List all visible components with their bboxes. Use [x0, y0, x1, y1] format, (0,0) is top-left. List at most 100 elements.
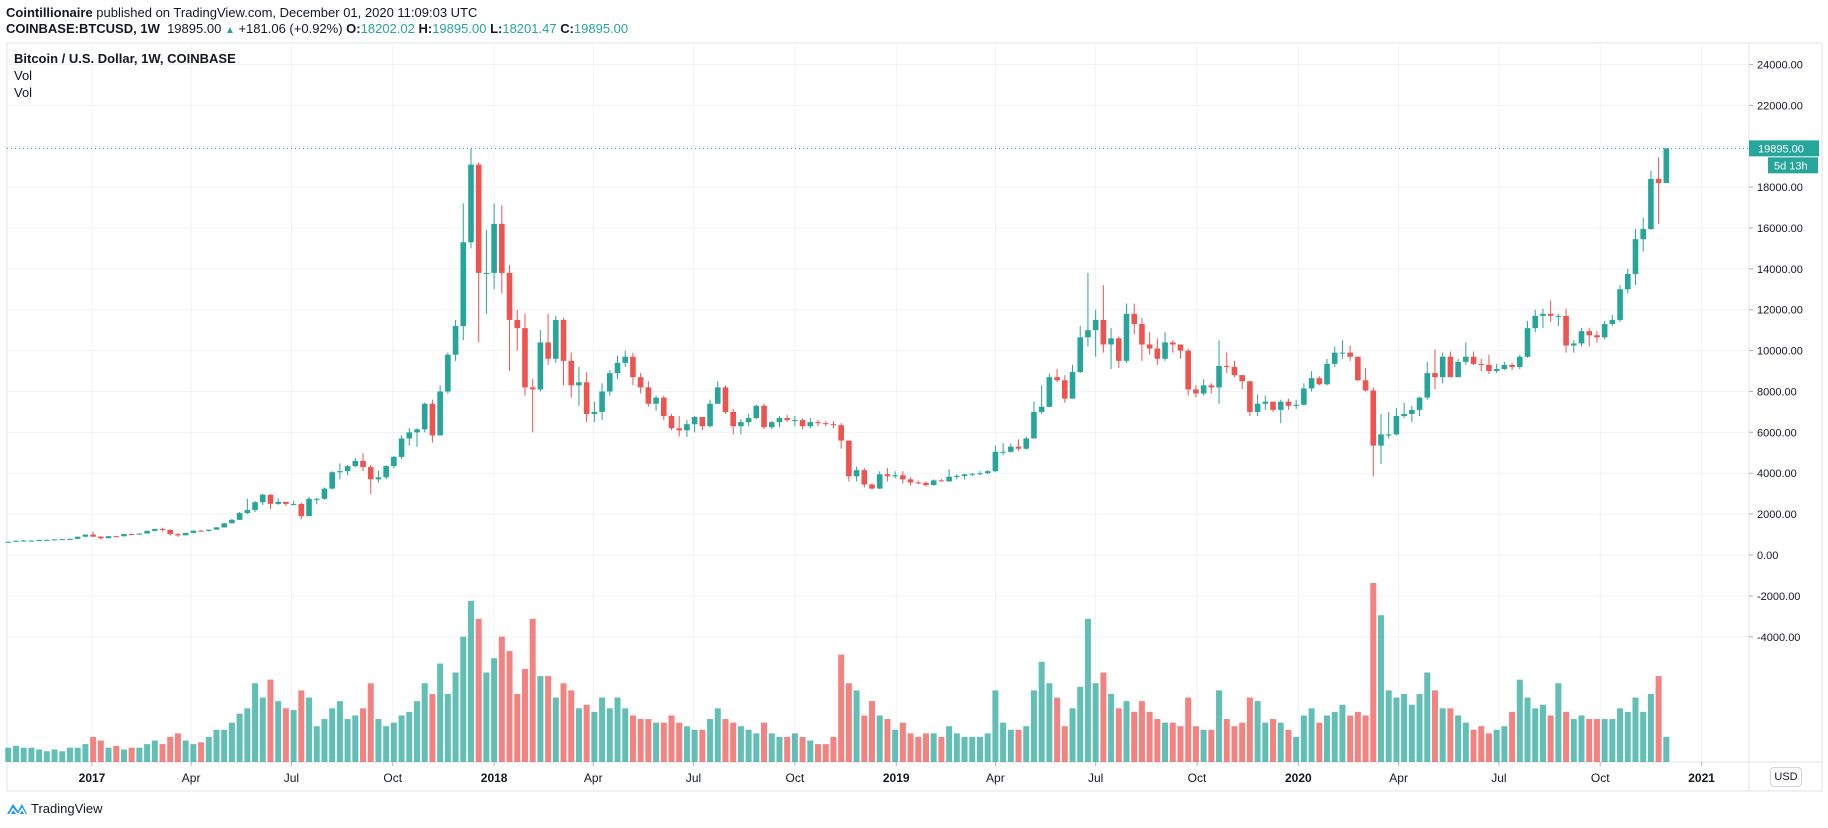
volume-bar [105, 747, 112, 762]
volume-bar [1478, 726, 1485, 762]
candle-body [1532, 315, 1539, 329]
candle-body [591, 411, 598, 414]
candle-body [113, 536, 120, 538]
open-label: O: [346, 21, 361, 36]
candle-body [1231, 366, 1238, 376]
volume-bar [1162, 722, 1169, 762]
volume-bar [1539, 704, 1546, 762]
candle-body [151, 529, 158, 531]
volume-bar [622, 708, 629, 762]
candle-body [892, 475, 898, 477]
volume-bar [575, 708, 582, 762]
tradingview-logo-icon [7, 804, 27, 816]
price-tick-label: 16000.00 [1757, 223, 1803, 235]
candle-body [313, 498, 320, 500]
candle-body [406, 432, 413, 439]
price-tick-label: 8000.00 [1757, 386, 1797, 398]
tradingview-logo[interactable]: TradingView [6, 800, 103, 816]
volume-bar [406, 711, 413, 762]
brand-name: TradingView [31, 800, 103, 816]
candle-body [553, 319, 559, 359]
volume-bar [1663, 736, 1670, 762]
price-tick-label: 0.00 [1757, 550, 1778, 562]
candle-body [229, 519, 235, 524]
volume-bar [583, 704, 590, 762]
candle-body [1370, 390, 1377, 446]
candle-body [437, 391, 443, 436]
candle-body [1270, 401, 1276, 410]
candle-body [352, 460, 359, 467]
candle-body [1547, 313, 1554, 316]
candle-body [1146, 344, 1153, 349]
candle-body [992, 451, 999, 472]
candle-body [1401, 413, 1407, 417]
volume-bar [1563, 711, 1570, 762]
candle-body [1563, 315, 1569, 346]
volume-bar [599, 697, 606, 762]
volume-bar [915, 736, 922, 762]
volume-bar [1586, 719, 1593, 762]
volume-bar [722, 719, 729, 762]
candle-body [1347, 352, 1353, 357]
time-tick-label: Apr [1389, 771, 1408, 785]
currency-badge[interactable]: USD [1770, 767, 1802, 787]
candle-body [1185, 350, 1191, 390]
volume-bar [467, 600, 474, 762]
volume-bar [20, 747, 27, 762]
volume-bar [1038, 661, 1045, 762]
candle-body [1447, 356, 1454, 378]
volume-bar [1023, 726, 1030, 762]
volume-bar [653, 722, 660, 762]
candle-body [1262, 401, 1269, 404]
publish-info: Cointillionaire published on TradingView… [6, 5, 477, 20]
volume-bar [1223, 719, 1230, 762]
symbol-info: COINBASE:BTCUSD, 1W 19895.00 ▲ +181.06 (… [6, 21, 628, 36]
candle-body [1008, 446, 1014, 452]
candle-body [822, 423, 829, 425]
volume-bar [1324, 715, 1331, 762]
candle-body [1123, 313, 1130, 361]
volume-bar [1308, 708, 1315, 762]
candle-body [159, 529, 166, 531]
author-name[interactable]: Cointillionaire [6, 5, 93, 20]
candle-body [205, 529, 212, 531]
candle-body [884, 474, 891, 477]
candle-body [699, 417, 706, 427]
candle-body [44, 539, 50, 541]
volume-bar [1385, 690, 1392, 762]
volume-bar [475, 618, 482, 762]
volume-bar [714, 708, 721, 762]
candle-body [1000, 451, 1006, 453]
candle-body [221, 523, 228, 528]
volume-bar [151, 740, 158, 762]
volume-bar [1115, 708, 1122, 762]
candle-body [514, 319, 521, 329]
candle-body [861, 470, 868, 485]
volume-bar [344, 719, 351, 762]
candle-body [398, 438, 405, 457]
candle-body [1069, 372, 1076, 399]
candle-body [298, 503, 305, 517]
volume-bar [1547, 715, 1554, 762]
candle-body [175, 534, 181, 536]
candle-body [1509, 364, 1515, 367]
volume-bar [244, 708, 251, 762]
volume-bar [205, 736, 212, 762]
candle-body [1617, 289, 1623, 320]
volume-bar [74, 747, 81, 762]
volume-bar [1339, 704, 1346, 762]
volume-bar [1570, 719, 1577, 762]
candle-body [930, 480, 937, 486]
candle-body [1038, 406, 1045, 412]
candle-body [275, 501, 281, 504]
candle-body [306, 498, 312, 517]
candle-body [383, 466, 389, 478]
candle-body [98, 536, 104, 539]
candle-body [1193, 389, 1199, 394]
candle-body [1092, 319, 1099, 331]
volume-bar [483, 672, 490, 762]
volume-bar [838, 654, 845, 762]
publish-text: published on TradingView.com, December 0… [96, 5, 478, 20]
candle-body [599, 391, 605, 412]
